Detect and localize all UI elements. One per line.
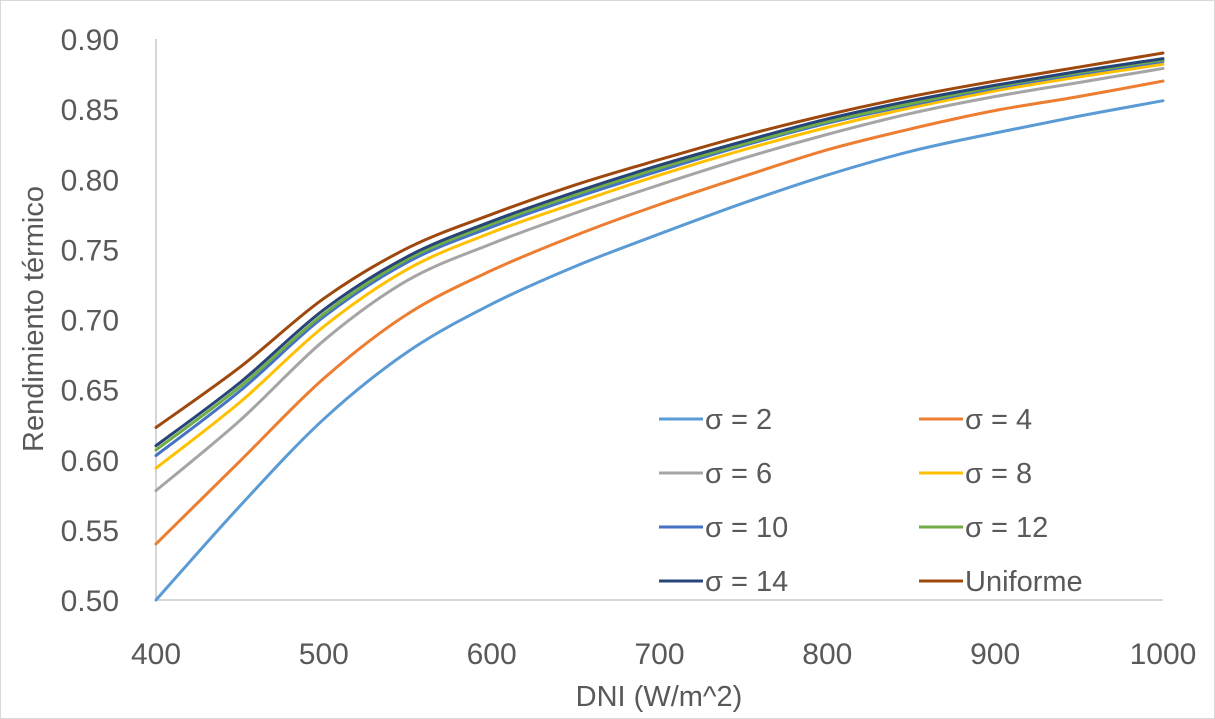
- series-line-5: [154, 59, 1165, 458]
- y-tick-label: 0.50: [61, 585, 119, 618]
- series-line-2: [154, 79, 1165, 546]
- y-tick-label: 0.80: [61, 164, 119, 197]
- y-tick-label: 0.70: [61, 305, 119, 338]
- y-tick-label: 0.65: [61, 375, 119, 408]
- y-tick-label: 0.90: [61, 24, 119, 57]
- series-line-1: [154, 99, 1165, 602]
- legend-label: σ = 8: [965, 458, 1032, 490]
- legend-label: σ = 14: [705, 566, 788, 598]
- y-tick-label: 0.60: [61, 445, 119, 478]
- legend-label: σ = 6: [705, 458, 772, 490]
- legend-label: Uniforme: [965, 566, 1083, 598]
- legend-label: σ = 4: [965, 404, 1032, 436]
- series-line-7: [154, 57, 1165, 448]
- series-line-8: [154, 51, 1165, 429]
- y-tick-label: 0.85: [61, 94, 119, 127]
- x-tick-label: 1000: [1130, 638, 1197, 671]
- y-tick-labels: 0.50 0.55 0.60 0.65 0.70 0.75 0.80 0.85 0.90: [61, 24, 119, 618]
- x-tick-label: 900: [970, 638, 1020, 671]
- legend-label: σ = 10: [705, 512, 788, 544]
- series-line-3: [154, 66, 1165, 493]
- series-line-4: [154, 62, 1165, 470]
- series-line-6: [154, 58, 1165, 452]
- y-tick-label: 0.75: [61, 234, 119, 267]
- y-tick-label: 0.55: [61, 515, 119, 548]
- x-tick-label: 500: [299, 638, 349, 671]
- y-axis-title: Rendimiento térmico: [18, 186, 50, 452]
- legend-label: σ = 12: [965, 512, 1048, 544]
- axes: [155, 39, 1163, 601]
- series-lines: [154, 51, 1165, 602]
- legend: σ = 2 σ = 4 σ = 6 σ = 8 σ = 10 σ = 12 σ = 14 Un…: [659, 404, 1083, 598]
- x-tick-label: 600: [467, 638, 517, 671]
- x-tick-label: 800: [802, 638, 852, 671]
- x-tick-labels: 400 500 600 700 800 900 1000: [131, 638, 1196, 671]
- x-axis-title: DNI (W/m^2): [576, 681, 743, 713]
- x-tick-label: 700: [634, 638, 684, 671]
- x-tick-label: 400: [131, 638, 181, 671]
- legend-label: σ = 2: [705, 404, 772, 436]
